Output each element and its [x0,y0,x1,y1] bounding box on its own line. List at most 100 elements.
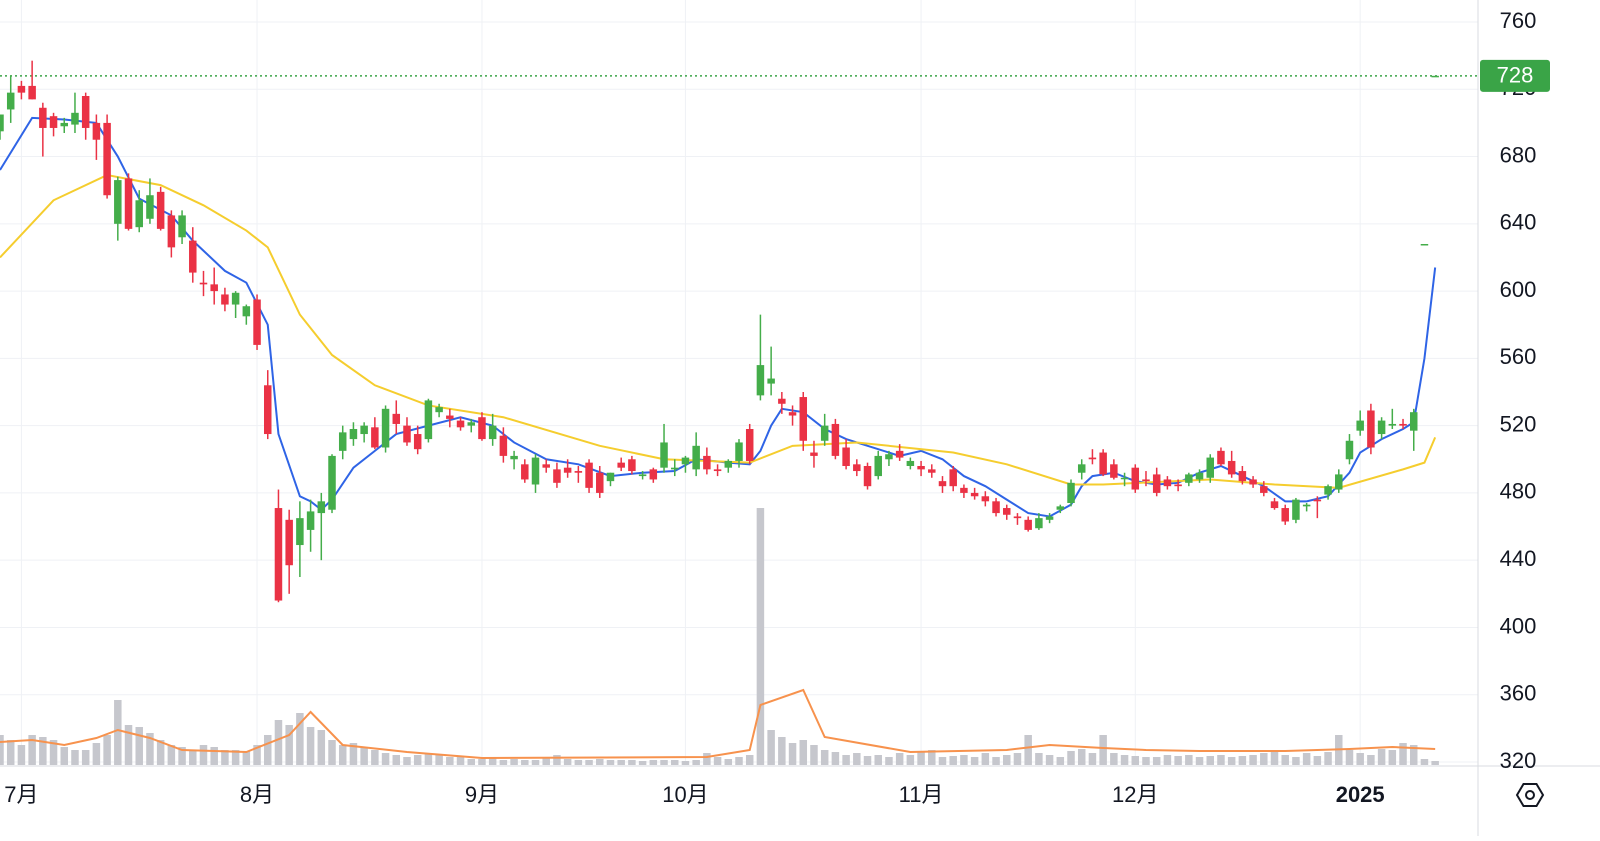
candle-body [39,107,47,128]
volume-bar [1302,753,1311,765]
volume-bar [1077,749,1086,765]
candle-body [253,299,261,345]
candle-body [1324,486,1332,495]
candle-body [1099,452,1107,475]
volume-bar [1356,753,1364,765]
volume-bar [1195,757,1204,765]
volume-bar [1367,755,1375,765]
volume-bar [1281,755,1289,765]
volume-bar [638,761,647,765]
volume-bar [1345,750,1354,765]
candle-body [1292,499,1300,520]
volume-bar [1067,751,1075,765]
volume-bar [210,747,218,765]
x-tick-label: 8月 [240,782,274,807]
volume-bar [71,750,79,765]
price-label: 728 [1497,63,1534,88]
volume-bar [135,727,143,765]
candle-body [1067,482,1075,503]
candle-body [371,427,379,448]
x-tick-label: 7月 [4,782,38,807]
candle-body [799,397,808,441]
candle-body [788,412,797,416]
volume-bar [970,757,979,765]
candle-body [285,519,293,566]
volume-bar [1056,757,1065,765]
candle-body [767,378,775,384]
candle-body [264,385,272,435]
candle-body [49,116,58,128]
volume-bar [381,753,390,765]
candle-body [103,122,111,196]
candle-body [1345,440,1354,460]
candle-body [820,425,829,441]
price-label-box [1480,59,1550,92]
y-tick-label: 680 [1500,142,1537,167]
volume-bar [6,740,15,765]
candle-body [71,112,79,125]
candle-body [456,420,465,428]
volume-bar [1292,757,1300,765]
candle-body [596,472,604,493]
volume-bar [531,760,540,765]
volume-bar [1206,756,1214,765]
candle-body [1281,508,1289,522]
volume-bar [1152,757,1161,765]
volume-bar [1142,757,1150,765]
volume-bar [521,760,529,765]
candle-body [949,469,957,487]
candle-body [1077,464,1086,473]
volume-bar [499,760,508,765]
volume-bar [1120,755,1129,765]
candle-body [199,282,208,285]
candle-body [628,459,636,472]
volume-bar [510,759,518,765]
candle-body [1120,477,1129,480]
volume-bar [81,750,90,765]
volume-bar [810,745,818,765]
volume-bar [1110,753,1118,765]
volume-bar [660,760,668,765]
volume-bar [1431,761,1439,765]
candle-body [1249,479,1257,485]
candle-body [970,492,979,497]
candle-body [210,284,218,292]
volume-bar [1249,755,1257,765]
candle-body [863,466,872,487]
candle-body [1206,457,1214,478]
candles [0,60,1439,603]
volume-bar [221,750,229,765]
candle-body [1142,479,1150,482]
candle-body [1388,423,1397,426]
volume-bar [703,753,711,765]
candle-body [189,240,197,273]
candle-body [649,469,658,480]
candle-body [1152,474,1161,493]
volume-bar [778,737,786,765]
volume-bar [992,757,1000,765]
volume-bar [681,761,690,765]
candle-body [745,429,754,461]
candle-body [1356,420,1364,431]
volume-bar [467,759,475,765]
volume-bar [231,750,240,765]
candle-body [92,122,101,140]
volume-bar [0,735,4,765]
volume-bar [1045,755,1054,765]
candle-body [735,442,743,461]
volume-bar [895,753,904,765]
candle-body [563,467,572,473]
candle-body [1377,420,1386,435]
candle-body [424,400,433,440]
volume-bar [906,755,915,765]
volume-bar [713,757,722,765]
candle-body [885,454,893,460]
candle-body [178,215,186,238]
volume-bar [1131,756,1140,765]
settings-icon[interactable] [1515,783,1545,807]
volume-bar [1088,753,1097,765]
volume-bar [199,745,208,765]
volume-bar [456,757,465,765]
volume-bar [799,740,808,765]
